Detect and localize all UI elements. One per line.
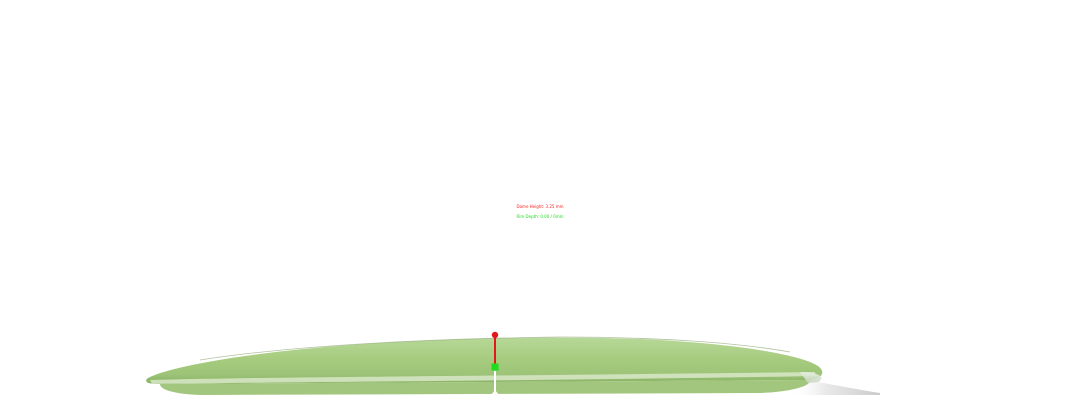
rim-point bbox=[491, 363, 499, 371]
dome-height-label: Dome Height: 3.25 mm bbox=[516, 204, 564, 209]
dome-top-point bbox=[491, 331, 499, 339]
disc-body bbox=[146, 336, 823, 395]
dome-height-marker bbox=[491, 331, 499, 367]
rim-depth-marker bbox=[491, 363, 499, 395]
rim-depth-label: Rim Depth: 0.00 / 0mm bbox=[516, 214, 564, 219]
